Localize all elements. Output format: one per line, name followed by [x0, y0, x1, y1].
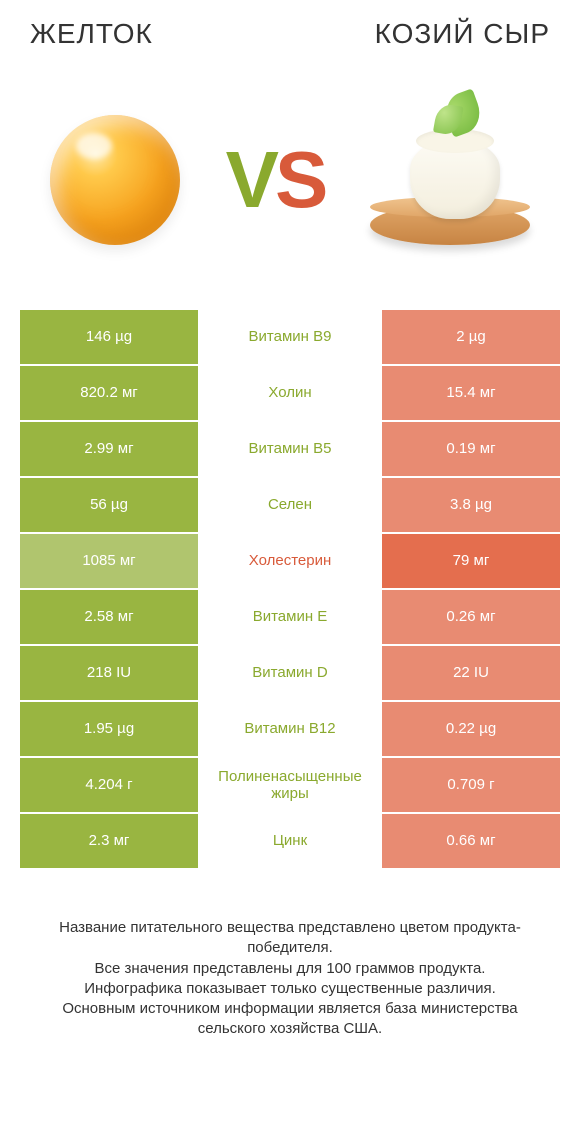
images-row: VS [20, 90, 560, 270]
table-row: 1085 мгХолестерин79 мг [20, 534, 560, 588]
nutrient-label-cell: Селен [198, 478, 382, 532]
footer-line: Название питательного вещества представл… [50, 918, 530, 959]
right-product-title: КОЗИЙ СЫР [375, 18, 550, 50]
footer-line: Основным источником информации является … [50, 999, 530, 1040]
table-row: 820.2 мгХолин15.4 мг [20, 366, 560, 420]
nutrient-label-cell: Витамин B9 [198, 310, 382, 364]
right-value-cell: 79 мг [382, 534, 560, 588]
egg-yolk-icon [50, 115, 180, 245]
left-value-cell: 4.204 г [20, 758, 198, 812]
nutrient-label-cell: Цинк [198, 814, 382, 868]
table-row: 2.3 мгЦинк0.66 мг [20, 814, 560, 868]
table-row: 1.95 µgВитамин B120.22 µg [20, 702, 560, 756]
nutrient-label-cell: Витамин B12 [198, 702, 382, 756]
left-value-cell: 2.99 мг [20, 422, 198, 476]
footer-notes: Название питательного вещества представл… [20, 918, 560, 1040]
infographic-container: ЖЕЛТОК КОЗИЙ СЫР VS 146 µgВитамин B92 µg… [0, 0, 580, 1040]
left-value-cell: 2.58 мг [20, 590, 198, 644]
nutrient-label-cell: Полиненасыщенные жиры [198, 758, 382, 812]
vs-label: VS [226, 134, 325, 226]
right-value-cell: 3.8 µg [382, 478, 560, 532]
vs-v: V [226, 134, 275, 226]
left-value-cell: 218 IU [20, 646, 198, 700]
right-value-cell: 0.26 мг [382, 590, 560, 644]
right-value-cell: 15.4 мг [382, 366, 560, 420]
table-row: 218 IUВитамин D22 IU [20, 646, 560, 700]
titles-row: ЖЕЛТОК КОЗИЙ СЫР [20, 18, 560, 50]
right-value-cell: 0.709 г [382, 758, 560, 812]
footer-line: Все значения представлены для 100 граммо… [50, 959, 530, 979]
nutrient-label-cell: Витамин E [198, 590, 382, 644]
table-row: 4.204 гПолиненасыщенные жиры0.709 г [20, 758, 560, 812]
right-value-cell: 0.22 µg [382, 702, 560, 756]
left-value-cell: 56 µg [20, 478, 198, 532]
left-value-cell: 2.3 мг [20, 814, 198, 868]
goat-cheese-icon [370, 95, 540, 265]
right-value-cell: 2 µg [382, 310, 560, 364]
table-row: 2.99 мгВитамин B50.19 мг [20, 422, 560, 476]
right-value-cell: 0.19 мг [382, 422, 560, 476]
right-value-cell: 22 IU [382, 646, 560, 700]
table-row: 146 µgВитамин B92 µg [20, 310, 560, 364]
table-row: 56 µgСелен3.8 µg [20, 478, 560, 532]
nutrient-label-cell: Витамин D [198, 646, 382, 700]
nutrient-table: 146 µgВитамин B92 µg820.2 мгХолин15.4 мг… [20, 310, 560, 868]
left-product-title: ЖЕЛТОК [30, 18, 153, 50]
table-row: 2.58 мгВитамин E0.26 мг [20, 590, 560, 644]
left-value-cell: 820.2 мг [20, 366, 198, 420]
vs-s: S [275, 134, 324, 226]
left-value-cell: 1085 мг [20, 534, 198, 588]
footer-line: Инфографика показывает только существенн… [50, 979, 530, 999]
nutrient-label-cell: Холестерин [198, 534, 382, 588]
nutrient-label-cell: Витамин B5 [198, 422, 382, 476]
left-value-cell: 1.95 µg [20, 702, 198, 756]
nutrient-label-cell: Холин [198, 366, 382, 420]
right-value-cell: 0.66 мг [382, 814, 560, 868]
left-value-cell: 146 µg [20, 310, 198, 364]
